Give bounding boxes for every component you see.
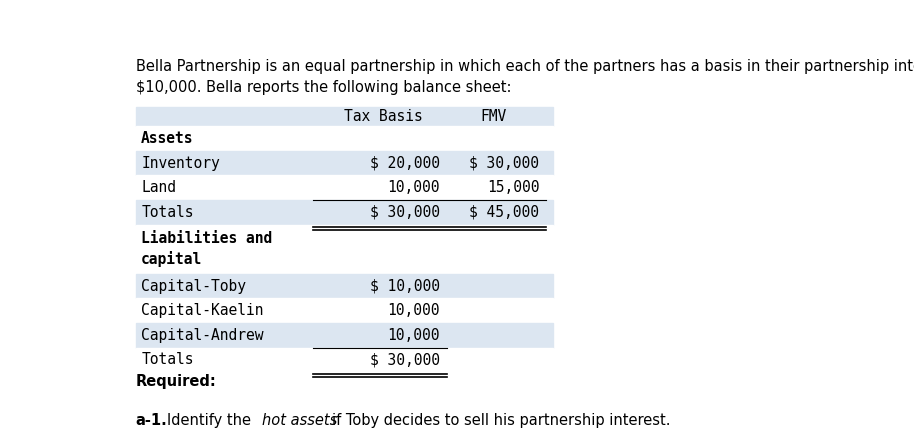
Bar	[135, 323, 553, 348]
Text: 15,000: 15,000	[487, 180, 539, 195]
Text: FMV: FMV	[480, 109, 506, 124]
Text: Capital-Andrew: Capital-Andrew	[141, 328, 263, 343]
Text: Required:: Required:	[135, 374, 217, 389]
Bar	[135, 348, 553, 372]
Text: Totals: Totals	[141, 353, 194, 367]
Text: $ 10,000: $ 10,000	[370, 279, 441, 293]
Text: 10,000: 10,000	[388, 328, 441, 343]
Text: Tax Basis: Tax Basis	[344, 109, 423, 124]
Text: if Toby decides to sell his partnership interest.: if Toby decides to sell his partnership …	[333, 413, 671, 428]
Text: $ 45,000: $ 45,000	[469, 205, 539, 220]
Text: 10,000: 10,000	[388, 180, 441, 195]
Text: Capital-Kaelin: Capital-Kaelin	[141, 303, 263, 318]
Text: $ 20,000: $ 20,000	[370, 155, 441, 170]
Text: Assets: Assets	[141, 131, 194, 146]
Bar	[135, 298, 553, 323]
Text: Bella Partnership is an equal partnership in which each of the partners has a ba: Bella Partnership is an equal partnershi…	[135, 59, 914, 95]
Text: Totals: Totals	[141, 205, 194, 220]
Text: Inventory: Inventory	[141, 155, 220, 170]
Text: a-1.: a-1.	[135, 413, 167, 428]
Text: $ 30,000: $ 30,000	[469, 155, 539, 170]
Text: Liabilities and
capital: Liabilities and capital	[141, 231, 272, 267]
Bar	[135, 274, 553, 298]
Text: $ 30,000: $ 30,000	[370, 205, 441, 220]
Bar	[135, 225, 553, 274]
Text: $ 30,000: $ 30,000	[370, 353, 441, 367]
Text: Capital-Toby: Capital-Toby	[141, 279, 246, 293]
Text: Land: Land	[141, 180, 176, 195]
Text: Identify the: Identify the	[167, 413, 256, 428]
Bar	[135, 175, 553, 200]
Bar	[135, 151, 553, 175]
Text: 10,000: 10,000	[388, 303, 441, 318]
Bar	[135, 106, 553, 126]
Text: hot assets: hot assets	[261, 413, 337, 428]
Bar	[135, 126, 553, 151]
Bar	[135, 200, 553, 225]
